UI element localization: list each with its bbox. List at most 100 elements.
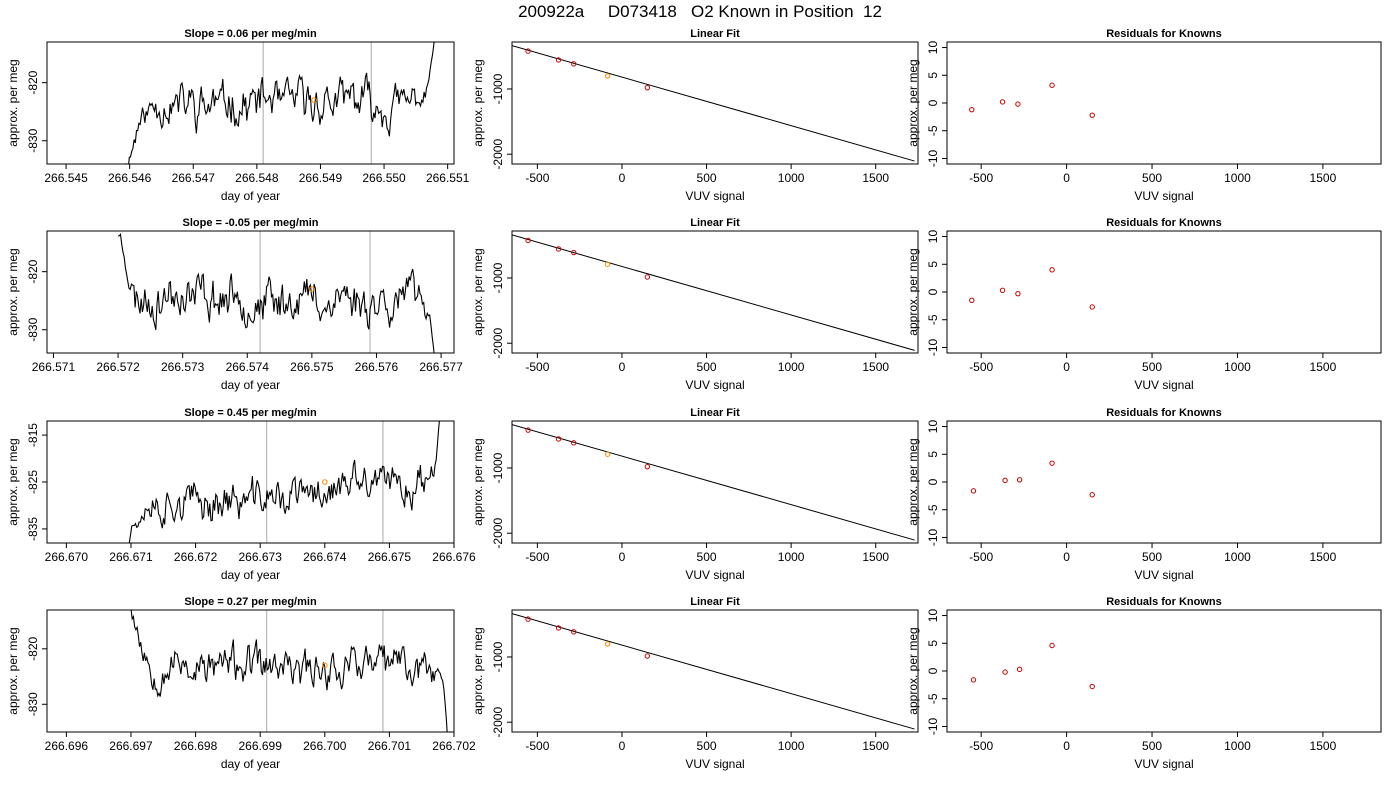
x-tick-label: 1500 [1310,550,1337,564]
sample-point-marker [321,662,328,669]
fit-data-point [644,84,651,91]
y-tick-label: 10 [926,41,940,55]
panel-title: Slope = -0.05 per meg/min [182,217,318,229]
x-axis-label: VUV signal [1134,378,1193,392]
timeseries-panel-row-2: Slope = -0.05 per meg/min 266.571 266.572 2… [6,217,463,392]
y-tick-label: -10 [926,149,940,167]
residuals-panel-row-2: Residuals for Knowns -500 0 500 1000 1500 10 5 0… [906,217,1382,392]
plot-frame [511,609,919,733]
panel-title: Linear Fit [690,217,740,229]
panel-title: Residuals for Knowns [1106,407,1222,419]
residual-point [969,106,975,113]
residuals-panel-row-3: Residuals for Knowns -500 0 500 1000 1500 10 5 0… [906,407,1382,582]
x-tick-label: 500 [1142,360,1162,374]
plot-content [512,45,915,162]
fit-panel-row-4: Linear Fit -500 0 500 1000 1500 -1000 -2000 VUV … [471,596,919,771]
sample-point-marker [309,286,315,292]
residual-point [1015,290,1021,297]
x-tick-label: 266.575 [290,360,334,374]
residual-point [1002,669,1008,675]
panel-title: Residuals for Knowns [1106,217,1222,229]
x-tick-label: 1500 [862,550,889,564]
x-tick-label: 266.700 [303,739,347,753]
fit-data-point [644,463,651,470]
panel-title: Residuals for Knowns [1106,596,1222,608]
y-tick-label: -5 [926,504,940,515]
x-tick-label: 0 [619,550,626,564]
residual-point [1089,112,1095,118]
x-axis-label: VUV signal [1134,568,1193,582]
y-tick-label: -1000 [491,641,505,672]
y-tick-label: -2000 [491,518,505,549]
y-tick-label: 0 [926,288,940,295]
x-tick-label: 0 [1063,550,1070,564]
signal-series-line [128,421,440,543]
y-tick-label: 10 [926,230,940,244]
y-tick-label: 10 [926,420,940,434]
plot-content [512,613,915,730]
x-tick-label: 266.675 [368,550,412,564]
plot-frame [511,41,919,165]
y-axis-label: approx. per meg [471,438,485,525]
x-tick-label: 266.673 [238,550,282,564]
x-tick-label: 0 [1063,739,1070,753]
x-tick-label: 0 [1063,360,1070,374]
residual-point [1015,101,1021,107]
x-axis-label: day of year [221,378,280,392]
y-axis-label: approx. per meg [906,627,920,714]
y-tick-label: -820 [26,636,40,660]
x-tick-label: 266.574 [226,360,270,374]
fit-line [512,424,915,541]
x-tick-label: -500 [525,360,549,374]
y-axis-label: approx. per meg [906,59,920,146]
x-tick-label: 500 [697,550,717,564]
y-tick-label: -10 [926,717,940,735]
y-tick-label: -820 [26,259,40,283]
y-tick-label: -2000 [491,707,505,738]
y-tick-label: -5 [926,693,940,704]
x-axis-label: VUV signal [1134,189,1193,203]
timeseries-panel-row-1: Slope = 0.06 per meg/min 266.545 266.546 26… [6,28,470,203]
x-tick-label: 500 [697,360,717,374]
x-tick-label: 266.671 [109,550,153,564]
x-tick-label: 266.573 [161,360,205,374]
fit-data-point [571,440,577,446]
x-tick-label: 266.548 [235,171,279,185]
fit-data-point [571,629,577,635]
x-tick-label: 266.702 [432,739,476,753]
x-tick-label: 500 [697,739,717,753]
x-tick-label: 1000 [778,739,805,753]
panel-title: Linear Fit [690,596,740,608]
residual-point [1049,642,1055,649]
x-tick-label: 266.674 [303,550,347,564]
fit-data-point [555,625,562,631]
sample-point-marker [311,97,317,103]
fit-data-point [604,451,611,457]
residuals-panel-row-1: Residuals for Knowns -500 0 500 1000 1500 10 5 0… [906,28,1382,203]
fit-data-point [644,274,651,280]
residual-point [969,297,975,304]
fit-panel-row-3: Linear Fit -500 0 500 1000 1500 -1000 -2000 VUV … [471,407,919,582]
x-tick-label: 266.571 [32,360,76,374]
fit-panel-row-2: Linear Fit -500 0 500 1000 1500 -1000 -2000 VUV … [471,217,919,392]
residual-point [1049,460,1055,466]
y-axis-label: approx. per meg [471,627,485,714]
fit-data-point [555,57,562,63]
x-tick-label: 266.697 [109,739,153,753]
y-tick-label: 0 [926,99,940,106]
x-tick-label: 500 [1142,171,1162,185]
x-tick-label: 266.699 [238,739,282,753]
fit-data-point [525,237,531,244]
signal-series-line [125,42,435,164]
plot-content [970,460,1095,498]
x-axis-label: VUV signal [685,378,744,392]
y-tick-label: -1000 [491,452,505,483]
plot-content [117,231,435,353]
x-tick-label: 0 [619,739,626,753]
plot-frame [946,609,1382,733]
y-axis-label: approx. per meg [471,59,485,146]
x-tick-label: 266.696 [45,739,89,753]
residual-point [970,488,977,494]
timeseries-panel-row-4: Slope = 0.27 per meg/min 266.696 266.697 26… [6,596,476,771]
